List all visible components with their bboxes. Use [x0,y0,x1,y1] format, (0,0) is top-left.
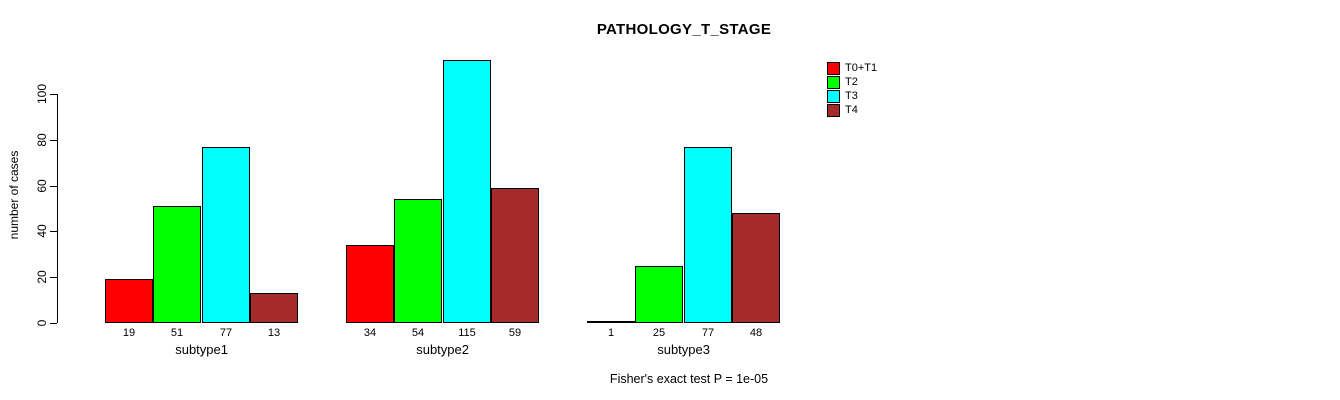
bar-t0-t1-subtype2 [346,245,394,323]
bar-t4-subtype2 [491,188,539,323]
bar-value-label: 13 [267,327,281,339]
bar-value-label: 59 [508,327,522,339]
category-label-subtype3: subtype3 [657,342,710,357]
chart-title: PATHOLOGY_T_STAGE [596,21,772,38]
fisher-test-footnote: Fisher's exact test P = 1e-05 [609,372,769,386]
bar-value-label: 51 [170,327,184,339]
legend-item-label: T0+T1 [845,62,878,74]
y-axis-tick-label: 60 [35,178,49,193]
bar-value-label: 77 [219,327,233,339]
category-label-subtype2: subtype2 [416,342,469,357]
y-axis-tick-label: 0 [35,319,49,327]
y-axis-tick [50,277,57,279]
y-axis-tick-label: 80 [35,133,49,147]
bar-t2-subtype2 [394,199,442,323]
bar-value-label: 34 [363,327,377,339]
bar-t3-subtype3 [684,147,732,323]
y-axis-tick-label: 40 [35,224,49,239]
y-axis-tick [50,323,57,324]
bar-value-label: 19 [122,327,136,339]
legend-item-label: T2 [845,76,858,88]
legend-swatch-icon [827,61,840,75]
y-axis-tick [50,139,57,141]
legend-item-t3: T3 [827,89,877,103]
bar-t2-subtype3 [635,266,683,323]
y-axis-tick [50,185,57,187]
bar-value-label: 77 [701,327,715,339]
bar-t4-subtype3 [732,213,780,323]
bar-value-label: 1 [607,327,615,339]
bar-t3-subtype1 [202,147,250,323]
bar-t3-subtype2 [443,60,491,323]
bar-t0-t1-subtype3 [587,321,635,323]
y-axis-line [57,94,58,323]
category-label-subtype1: subtype1 [175,342,228,357]
legend-swatch-icon [827,75,840,89]
y-axis-tick [50,94,57,95]
legend-swatch-icon [827,103,840,117]
bar-t0-t1-subtype1 [105,279,153,323]
bar-value-label: 115 [458,327,476,339]
bar-t2-subtype1 [153,206,201,323]
bar-value-label: 25 [652,327,666,339]
legend-item-t0-t1: T0+T1 [827,61,877,75]
bar-value-label: 54 [411,327,425,339]
legend-item-label: T3 [845,90,858,102]
y-axis-tick-label: 20 [35,270,49,284]
y-axis-tick [50,231,57,233]
bar-t4-subtype1 [250,293,298,323]
legend-item-t2: T2 [827,75,877,89]
legend-item-t4: T4 [827,103,877,117]
legend-item-label: T4 [845,104,858,116]
y-axis-tick-label: 100 [35,83,49,105]
legend: T0+T1 T2 T3 T4 [827,61,877,117]
bar-value-label: 48 [749,327,763,339]
legend-swatch-icon [827,89,840,103]
y-axis-label: number of cases [7,150,21,240]
